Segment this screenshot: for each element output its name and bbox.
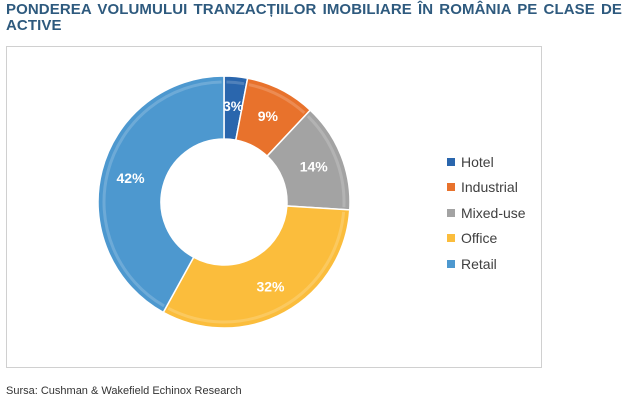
donut-data-labels: 3% 9% 14% 32% 42% — [117, 98, 329, 295]
data-label-retail: 42% — [117, 170, 146, 186]
donut-slice-retail — [97, 75, 225, 314]
chart-title: PONDEREA VOLUMULUI TRANZACȚIILOR IMOBILI… — [6, 1, 622, 34]
legend-item-mixed-use: Mixed-use — [447, 200, 526, 226]
donut-slice-highlight — [306, 115, 346, 208]
legend-item-hotel: Hotel — [447, 149, 526, 175]
legend-label: Industrial — [461, 179, 518, 196]
legend-swatch — [447, 259, 455, 268]
donut-slice-highlight — [248, 83, 306, 115]
data-label-office: 32% — [256, 279, 285, 295]
data-label-industrial: 9% — [258, 108, 279, 124]
legend-item-office: Office — [447, 226, 526, 252]
legend-swatch — [447, 234, 455, 243]
data-label-mixed-use: 14% — [300, 158, 329, 174]
legend-swatch — [447, 183, 455, 192]
legend-label: Mixed-use — [461, 204, 526, 221]
chart-legend: Hotel Industrial Mixed-use Office Retail — [447, 149, 526, 277]
legend-item-industrial: Industrial — [447, 175, 526, 201]
legend-item-retail: Retail — [447, 251, 526, 277]
donut-slices — [97, 75, 351, 329]
donut-slice-highlight — [102, 80, 222, 308]
legend-swatch — [447, 208, 455, 217]
legend-label: Office — [461, 230, 498, 247]
donut-slice-office — [162, 205, 351, 329]
source-note: Sursa: Cushman & Wakefield Echinox Resea… — [6, 385, 242, 397]
donut-slice-highlight — [226, 80, 245, 86]
legend-label: Retail — [461, 255, 497, 272]
data-label-hotel: 3% — [223, 98, 244, 114]
legend-swatch — [447, 157, 455, 166]
legend-label: Hotel — [461, 153, 494, 170]
donut-slice-highlight — [167, 211, 346, 324]
